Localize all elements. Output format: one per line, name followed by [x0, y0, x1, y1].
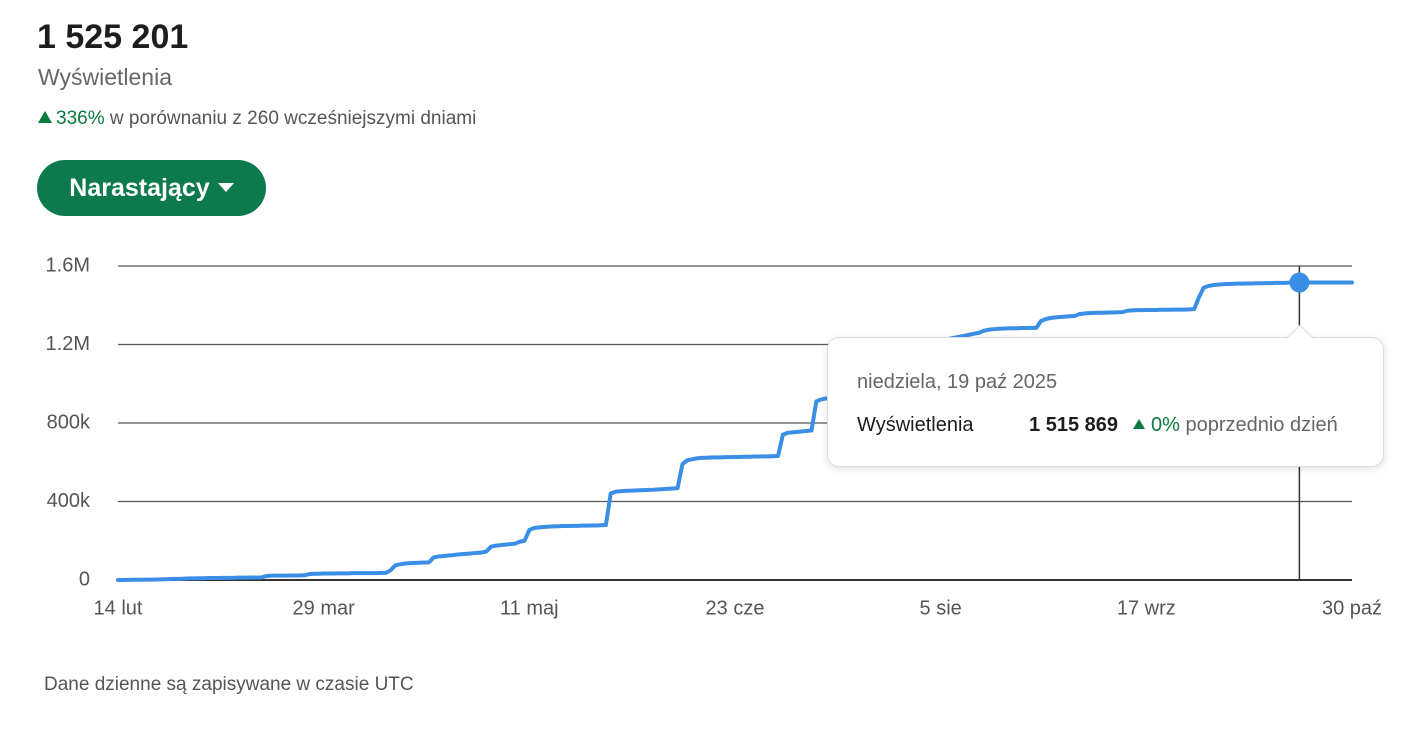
views-line: [116, 280, 1354, 582]
tooltip-change: 0% poprzednio dzień: [1133, 414, 1338, 437]
tooltip-comparison: poprzednio dzień: [1185, 414, 1338, 436]
tooltip-pointer: [1286, 325, 1315, 339]
change-line: 336% w porównaniu z 260 wcześniejszymi d…: [38, 108, 476, 130]
y-tick-label: 1.6M: [46, 254, 90, 276]
tooltip: niedziela, 19 paź 2025 Wyświetlenia 1 51…: [827, 325, 1384, 467]
y-tick-label: 0: [79, 568, 90, 590]
footer-note: Dane dzienne są zapisywane w czasie UTC: [44, 674, 414, 695]
mode-label[interactable]: Narastający: [69, 173, 210, 202]
mode-dropdown[interactable]: Narastający: [37, 160, 266, 216]
change-comparison: w porównaniu z 260 wcześniejszymi dniami: [109, 108, 477, 129]
tooltip-metric: Wyświetlenia: [857, 414, 974, 436]
hover-point: [1289, 272, 1310, 293]
metric-label: Wyświetlenia: [38, 64, 173, 90]
x-tick-label: 5 sie: [920, 597, 962, 619]
dropdown-caret: [217, 183, 234, 192]
y-tick-label: 1.2M: [46, 333, 90, 355]
up-arrow: [38, 111, 52, 123]
tooltip-value: 1 515 869: [1029, 414, 1118, 436]
x-tick-label: 30 paź: [1322, 597, 1382, 619]
change-percent: 336%: [56, 108, 105, 129]
up-arrow: [1133, 419, 1145, 429]
x-tick-label: 17 wrz: [1117, 597, 1176, 619]
y-tick-label: 400k: [47, 490, 91, 512]
tooltip-date: niedziela, 19 paź 2025: [857, 371, 1058, 393]
y-tick-label: 800k: [47, 411, 91, 433]
x-tick-label: 14 lut: [94, 597, 143, 619]
x-tick-label: 23 cze: [706, 597, 765, 619]
x-tick-label: 11 maj: [500, 597, 559, 619]
total-views: 1 525 201: [37, 18, 189, 56]
x-tick-label: 29 mar: [293, 597, 356, 619]
tooltip-change-percent: 0%: [1151, 414, 1180, 436]
